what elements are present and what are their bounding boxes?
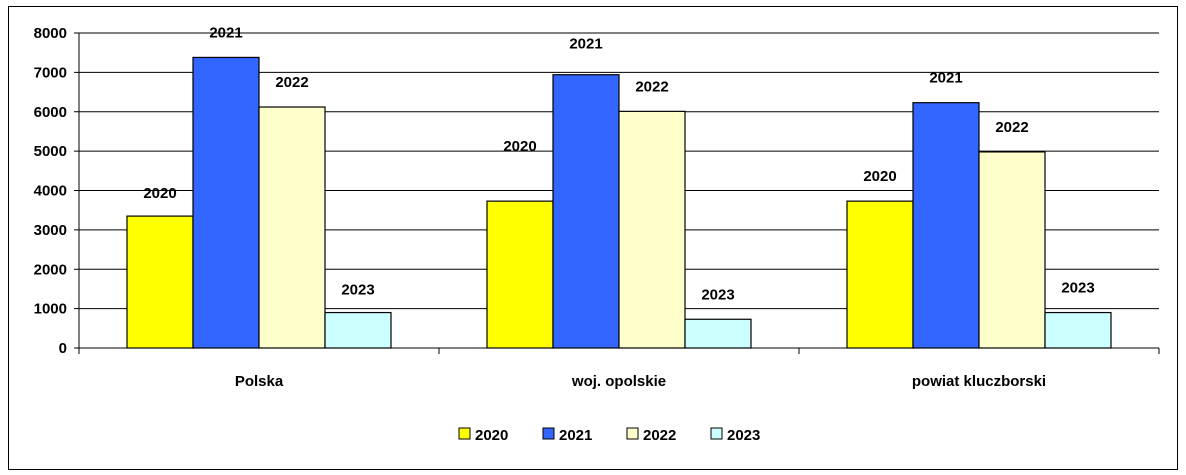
bar-2022-2 — [978, 151, 1046, 349]
bar-2023-0 — [324, 311, 392, 349]
legend-swatch-2022 — [626, 427, 639, 440]
legend-label: 2023 — [727, 427, 760, 444]
y-tick-label: 3000 — [34, 222, 67, 239]
data-label: 2022 — [275, 74, 308, 91]
legend-label: 2021 — [559, 427, 592, 444]
bar-2021-2 — [912, 102, 980, 349]
data-label: 2021 — [209, 24, 242, 41]
data-label: 2021 — [569, 36, 602, 53]
legend-swatch-2020 — [458, 427, 471, 440]
bar-2021-1 — [552, 74, 620, 349]
bar-2023-1 — [684, 318, 752, 349]
legend-swatch-2021 — [542, 427, 555, 440]
bar-2022-1 — [618, 110, 686, 349]
bar-chart: 0 1000 2000 3000 4000 5000 6000 7000 8000 Polska w… — [34, 24, 1160, 444]
data-label: 2020 — [143, 185, 176, 202]
data-label: 2023 — [341, 282, 374, 299]
y-tick-label: 1000 — [34, 301, 67, 318]
bar-2020-1 — [486, 200, 554, 349]
y-tick-label: 6000 — [34, 104, 67, 121]
data-labels: 2020 2021 2022 2023 2020 2021 2022 2023 2020 2021… — [143, 24, 1094, 303]
x-tick-label: powiat kluczborski — [912, 373, 1046, 390]
chart-frame: 0 1000 2000 3000 4000 5000 6000 7000 8000 Polska w… — [8, 6, 1178, 470]
y-tick-label: 2000 — [34, 261, 67, 278]
y-tick-label: 4000 — [34, 183, 67, 200]
legend-label: 2020 — [475, 427, 508, 444]
data-label: 2022 — [635, 78, 668, 95]
x-tick-label: Polska — [235, 373, 284, 390]
y-tick-label: 0 — [59, 340, 67, 357]
data-label: 2020 — [503, 138, 536, 155]
data-label: 2022 — [995, 119, 1028, 136]
bars — [126, 56, 1112, 349]
bar-2020-2 — [846, 200, 914, 349]
bar-2022-0 — [258, 106, 326, 349]
y-tick-label: 7000 — [34, 64, 67, 81]
data-label: 2021 — [929, 70, 962, 87]
x-tick-label: woj. opolskie — [571, 373, 666, 390]
bar-2023-2 — [1044, 311, 1112, 349]
legend: 2020 2021 2022 2023 — [458, 427, 760, 444]
legend-label: 2022 — [643, 427, 676, 444]
legend-swatch-2023 — [710, 427, 723, 440]
bar-2020-0 — [126, 215, 194, 349]
data-label: 2023 — [701, 286, 734, 303]
data-label: 2023 — [1061, 280, 1094, 297]
y-tick-label: 5000 — [34, 143, 67, 160]
data-label: 2020 — [863, 168, 896, 185]
y-tick-label: 8000 — [34, 25, 67, 42]
bar-2021-0 — [192, 56, 260, 349]
